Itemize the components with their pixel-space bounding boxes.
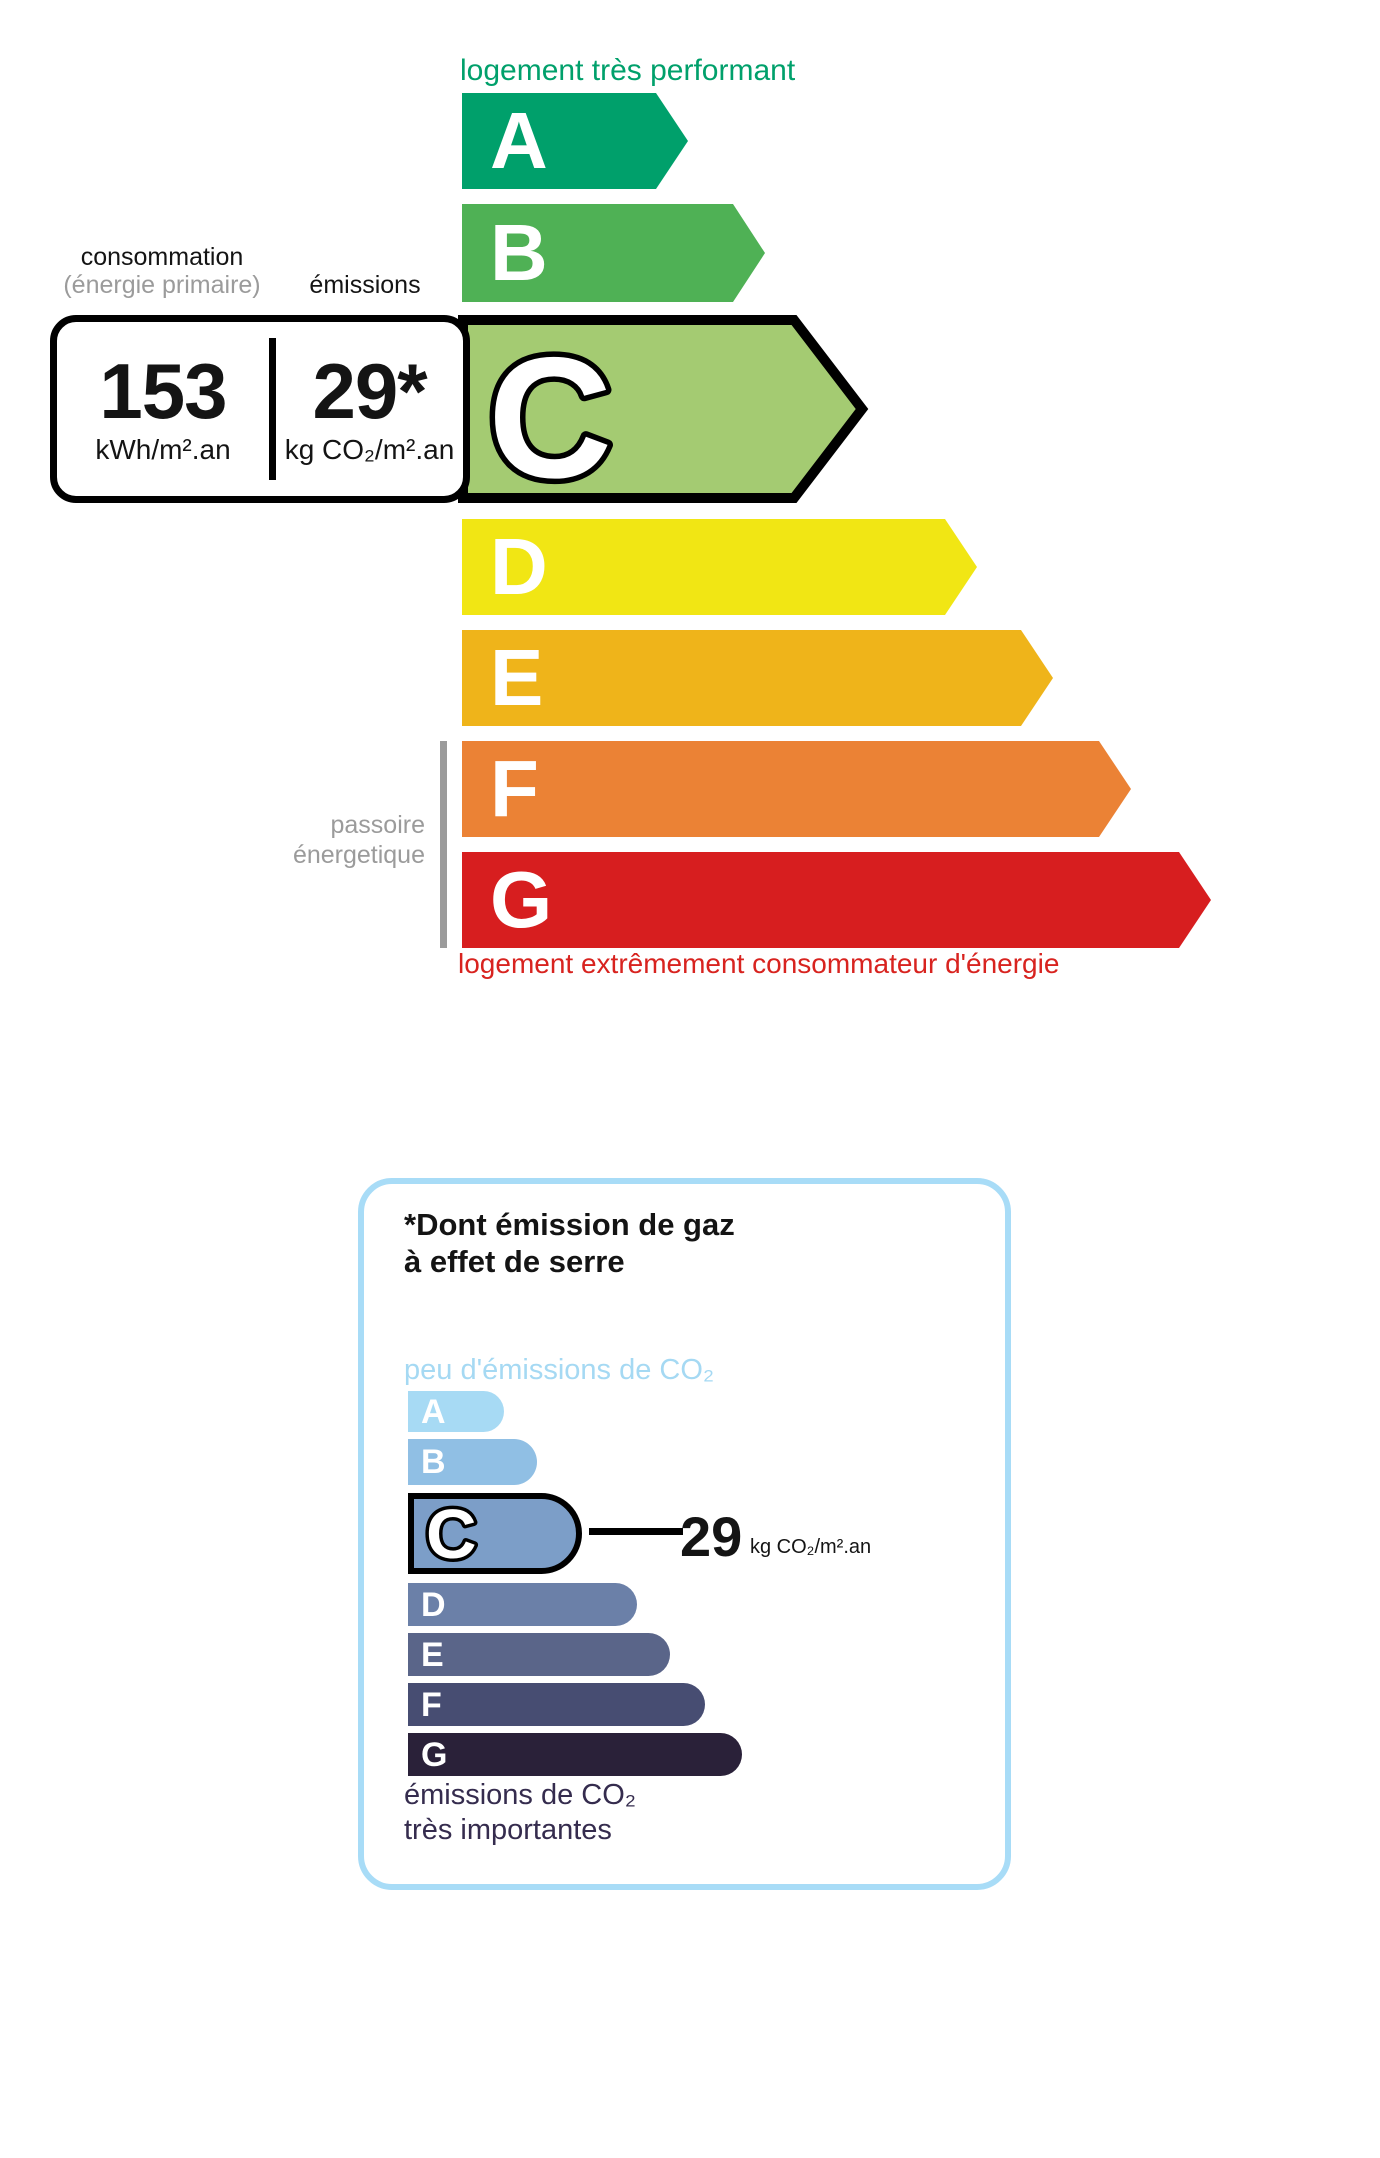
ges-title: *Dont émission de gaz à effet de serre xyxy=(404,1206,735,1280)
dpe-class-g-arrow: G xyxy=(462,852,1211,948)
dpe-caption-top: logement très performant xyxy=(460,54,796,87)
ges-class-g-letter: G xyxy=(421,1735,448,1774)
energy-sieve-label: passoire énergetique xyxy=(225,810,425,870)
ges-class-d-bar: D xyxy=(408,1583,637,1626)
dpe-value-box: 153 kWh/m².an 29* kg CO₂/m².an xyxy=(50,315,470,503)
dpe-class-d-letter: D xyxy=(490,522,548,611)
ges-value: 29 xyxy=(680,1505,743,1568)
dpe-caption-bottom: logement extrêmement consommateur d'éner… xyxy=(458,948,1060,979)
consumption-cell: 153 kWh/m².an xyxy=(57,322,269,496)
ges-class-c-letter: C xyxy=(426,1495,477,1573)
dpe-class-b-arrow: B xyxy=(462,204,765,302)
ges-class-a-letter: A xyxy=(421,1392,446,1431)
ges-class-f-letter: F xyxy=(421,1685,442,1724)
ges-title-line1: *Dont émission de gaz xyxy=(404,1207,735,1242)
ges-value-connector-line xyxy=(589,1528,683,1535)
dpe-class-b-letter: B xyxy=(490,208,548,297)
dpe-class-a-arrow: A xyxy=(462,93,688,189)
ges-panel: *Dont émission de gaz à effet de serre p… xyxy=(358,1178,1011,1890)
emissions-value: 29* xyxy=(312,347,427,435)
dpe-class-c-arrow: C xyxy=(458,315,869,520)
ges-caption-top: peu d'émissions de CO₂ xyxy=(404,1354,715,1386)
ges-class-b-bar: B xyxy=(408,1439,537,1485)
dpe-class-d-arrow: D xyxy=(462,519,977,615)
dpe-class-g-letter: G xyxy=(490,855,553,944)
ges-class-d-letter: D xyxy=(421,1585,446,1624)
energy-sieve-bracket xyxy=(440,741,447,948)
ges-unit: kg CO₂/m².an xyxy=(750,1536,872,1558)
ges-class-e-letter: E xyxy=(421,1635,444,1674)
ges-class-c-letter-svg: C xyxy=(423,1492,481,1577)
ges-class-b-letter: B xyxy=(421,1443,446,1481)
ges-caption-bottom-line2: très importantes xyxy=(404,1814,612,1846)
emissions-unit: kg CO₂/m².an xyxy=(284,434,455,465)
consumption-label: consommation xyxy=(80,243,244,271)
consumption-value: 153 xyxy=(99,347,227,435)
value-box-divider xyxy=(269,338,276,480)
dpe-class-a-letter: A xyxy=(490,96,548,185)
dpe-class-f-letter: F xyxy=(490,744,539,833)
ges-class-a-bar: A xyxy=(408,1391,504,1432)
consumption-unit: kWh/m².an xyxy=(95,434,231,465)
ges-title-line2: à effet de serre xyxy=(404,1244,625,1279)
dpe-class-e-arrow: E xyxy=(462,630,1053,726)
dpe-class-c-letter: C xyxy=(488,322,612,514)
ges-class-c-bar: C xyxy=(408,1492,582,1577)
energy-sieve-label-line1: passoire xyxy=(330,811,426,839)
emissions-cell: 29* kg CO₂/m².an xyxy=(276,322,463,496)
ges-caption-bottom-line1: émissions de CO₂ xyxy=(404,1779,637,1811)
dpe-class-e-letter: E xyxy=(490,633,544,722)
ges-class-f-bar: F xyxy=(408,1683,705,1726)
ges-caption-bottom: émissions de CO₂ très importantes xyxy=(404,1778,636,1848)
consumption-sublabel: (énergie primaire) xyxy=(63,271,261,299)
dpe-class-f-arrow: F xyxy=(462,741,1131,837)
ges-class-e-bar: E xyxy=(408,1633,670,1676)
ges-class-g-bar: G xyxy=(408,1733,742,1776)
emissions-label: émissions xyxy=(309,271,421,299)
energy-sieve-label-line2: énergetique xyxy=(292,841,425,869)
